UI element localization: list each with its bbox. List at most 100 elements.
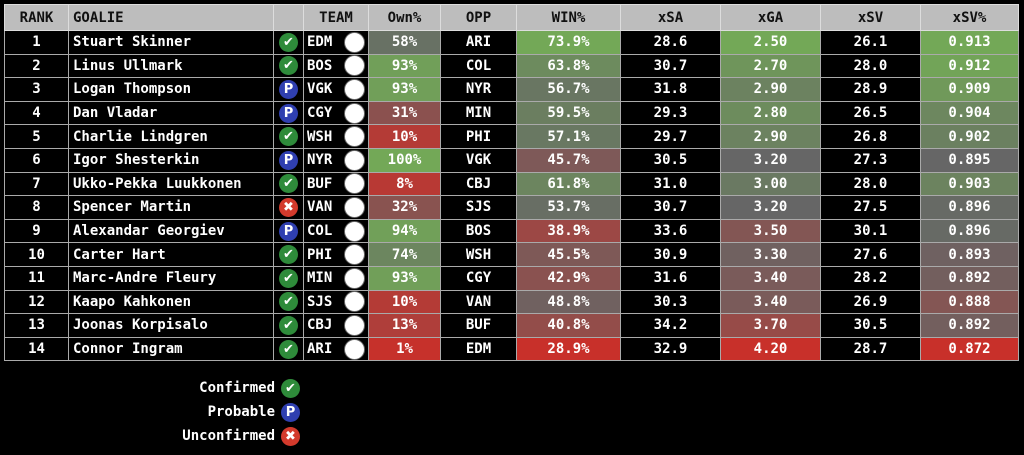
goalie-name: Connor Ingram (68, 336, 274, 362)
xsv-cell: 30.1 (820, 218, 921, 244)
check-icon: ✔ (279, 127, 298, 147)
probable-p-icon: P (279, 103, 298, 123)
xsa-cell: 29.3 (620, 100, 721, 126)
table-row[interactable]: 4 Dan Vladar P CGY 31% MIN 59.5% 29.3 2.80 26.5 0.… (4, 100, 1019, 126)
table-row[interactable]: 7 Ukko-Pekka Luukkonen ✔ BUF 8% CBJ 61.8% 31.0 3… (4, 171, 1019, 197)
team-abbr: WSH (307, 128, 333, 145)
table-row[interactable]: 6 Igor Shesterkin P NYR 100% VGK 45.7% 30.5 3.20… (4, 147, 1019, 173)
xga-cell: 3.40 (720, 265, 821, 291)
xsv-pct-cell: 0.903 (920, 171, 1019, 197)
team-cell: BUF (303, 171, 369, 197)
win-pct-cell: 59.5% (516, 100, 621, 126)
team-cell: WSH (303, 124, 369, 149)
team-logo-icon (344, 78, 365, 100)
team-logo-icon (344, 244, 365, 266)
team-logo-icon (344, 126, 365, 148)
status-cell: ✔ (273, 171, 304, 197)
column-header-xsvp[interactable]: xSV% (920, 4, 1019, 31)
table-row[interactable]: 8 Spencer Martin ✖ VAN 32% SJS 53.7% 30.7 3.20 27… (4, 195, 1019, 220)
column-header-xsa[interactable]: xSA (620, 4, 721, 31)
table-row[interactable]: 10 Carter Hart ✔ PHI 74% WSH 45.5% 30.9 3.30 27.6… (4, 242, 1019, 267)
xga-cell: 3.20 (720, 147, 821, 173)
opponent-cell: BUF (440, 313, 517, 338)
status-cell: ✔ (273, 53, 304, 79)
table-row[interactable]: 2 Linus Ullmark ✔ BOS 93% COL 63.8% 30.7 2.70 28.… (4, 53, 1019, 79)
table-row[interactable]: 11 Marc-Andre Fleury ✔ MIN 93% CGY 42.9% 31.6 3.… (4, 265, 1019, 291)
table-row[interactable]: 3 Logan Thompson P VGK 93% NYR 56.7% 31.8 2.90 28… (4, 77, 1019, 102)
xsv-cell: 28.2 (820, 265, 921, 291)
table-row[interactable]: 12 Kaapo Kahkonen ✔ SJS 10% VAN 48.8% 30.3 3.40 2… (4, 289, 1019, 315)
column-header-goalie[interactable]: GOALIE (68, 4, 274, 31)
check-icon: ✔ (279, 245, 298, 265)
column-header-opp[interactable]: OPP (440, 4, 517, 31)
check-icon: ✔ (279, 174, 298, 194)
xsa-cell: 34.2 (620, 313, 721, 338)
column-header-xga[interactable]: xGA (720, 4, 821, 31)
win-pct-cell: 53.7% (516, 195, 621, 220)
column-header-rank[interactable]: RANK (4, 4, 69, 31)
team-logo-icon (344, 173, 365, 195)
status-cell: ✔ (273, 336, 304, 362)
xsv-pct-cell: 0.912 (920, 53, 1019, 79)
opponent-cell: PHI (440, 124, 517, 149)
xsa-cell: 30.3 (620, 289, 721, 315)
status-cell: ✖ (273, 195, 304, 220)
goalie-name: Kaapo Kahkonen (68, 289, 274, 315)
check-icon: ✔ (279, 315, 298, 335)
xsv-cell: 27.3 (820, 147, 921, 173)
table-row[interactable]: 1 Stuart Skinner ✔ EDM 58% ARI 73.9% 28.6 2.50 26… (4, 30, 1019, 55)
rank-cell: 11 (4, 265, 69, 291)
team-cell: VGK (303, 77, 369, 102)
status-cell: ✔ (273, 289, 304, 315)
xsv-pct-cell: 0.892 (920, 265, 1019, 291)
team-abbr: MIN (307, 270, 333, 287)
xsa-cell: 30.7 (620, 53, 721, 79)
table-row[interactable]: 5 Charlie Lindgren ✔ WSH 10% PHI 57.1% 29.7 2.90… (4, 124, 1019, 149)
own-pct-cell: 100% (368, 147, 441, 173)
rank-cell: 8 (4, 195, 69, 220)
status-cell: P (273, 147, 304, 173)
own-pct-cell: 32% (368, 195, 441, 220)
column-header-own[interactable]: Own% (368, 4, 441, 31)
column-header-team[interactable]: TEAM (303, 4, 369, 31)
rank-cell: 10 (4, 242, 69, 267)
opponent-cell: COL (440, 53, 517, 79)
own-pct-cell: 58% (368, 30, 441, 55)
win-pct-cell: 63.8% (516, 53, 621, 79)
xga-cell: 3.70 (720, 313, 821, 338)
xsv-pct-cell: 0.895 (920, 147, 1019, 173)
goalie-name: Dan Vladar (68, 100, 274, 126)
team-abbr: NYR (307, 152, 333, 169)
opponent-cell: NYR (440, 77, 517, 102)
win-pct-cell: 45.7% (516, 147, 621, 173)
column-header-status[interactable] (273, 4, 304, 31)
opponent-cell: CBJ (440, 171, 517, 197)
team-logo-icon (344, 220, 365, 242)
xsv-pct-cell: 0.896 (920, 218, 1019, 244)
xsv-cell: 26.5 (820, 100, 921, 126)
check-icon: ✔ (279, 32, 298, 52)
column-header-win[interactable]: WIN% (516, 4, 621, 31)
column-header-xsv[interactable]: xSV (820, 4, 921, 31)
xga-cell: 4.20 (720, 336, 821, 362)
xga-cell: 3.50 (720, 218, 821, 244)
xsv-cell: 26.1 (820, 30, 921, 55)
xsv-cell: 27.5 (820, 195, 921, 220)
team-logo-icon (344, 55, 365, 77)
team-logo-icon (344, 149, 365, 171)
xsv-pct-cell: 0.904 (920, 100, 1019, 126)
probable-p-icon: P (279, 150, 298, 170)
xsv-cell: 26.8 (820, 124, 921, 149)
rank-cell: 6 (4, 147, 69, 173)
goalie-name: Spencer Martin (68, 195, 274, 220)
team-logo-icon (344, 196, 365, 218)
table-row[interactable]: 9 Alexandar Georgiev P COL 94% BOS 38.9% 33.6 3.… (4, 218, 1019, 244)
status-cell: ✔ (273, 242, 304, 267)
table-row[interactable]: 14 Connor Ingram ✔ ARI 1% EDM 28.9% 32.9 4.20 28.… (4, 336, 1019, 362)
team-abbr: BUF (307, 175, 333, 192)
xsv-pct-cell: 0.872 (920, 336, 1019, 362)
team-logo-icon (344, 314, 365, 336)
table-row[interactable]: 13 Joonas Korpisalo ✔ CBJ 13% BUF 40.8% 34.2 3.7… (4, 313, 1019, 338)
xsa-cell: 28.6 (620, 30, 721, 55)
goalie-name: Linus Ullmark (68, 53, 274, 79)
